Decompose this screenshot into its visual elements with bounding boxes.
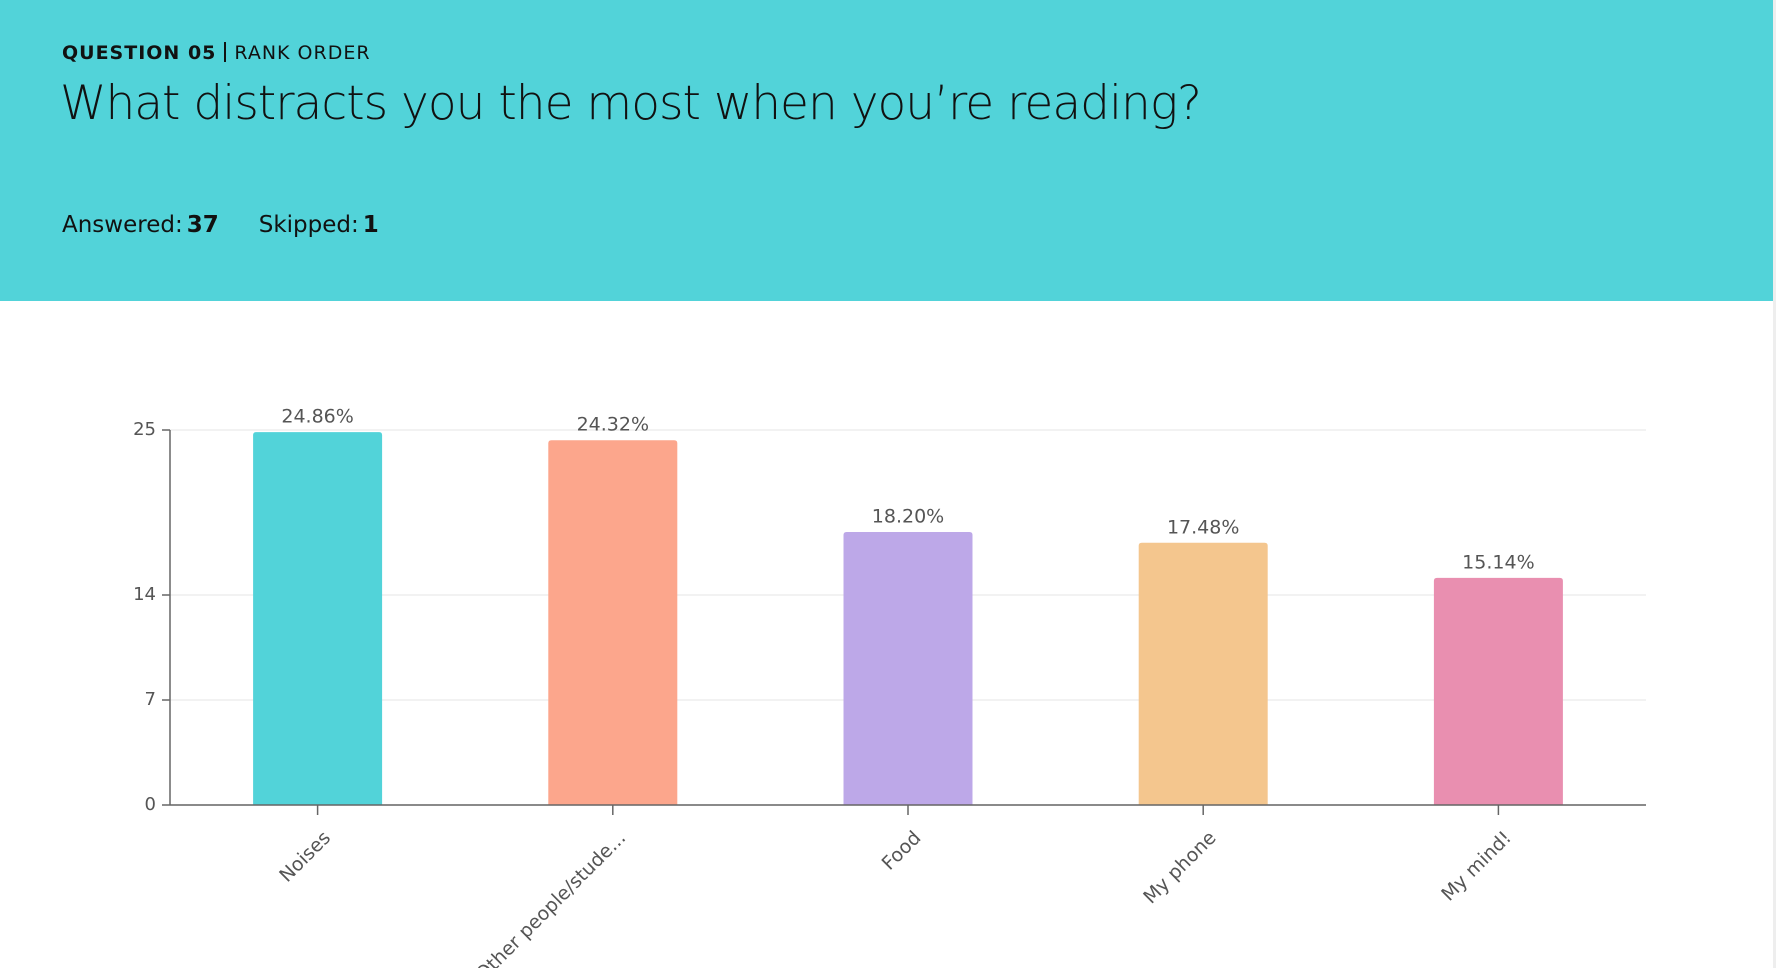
bar bbox=[1138, 542, 1268, 805]
question-header: QUESTION 05 RANK ORDER What distracts you… bbox=[0, 0, 1773, 301]
skipped-label: Skipped: bbox=[258, 212, 359, 238]
chart: 0 7 14 25 24.86% Noises 24.32% Other people/stu… bbox=[133, 406, 1646, 968]
panel-edge bbox=[1773, 0, 1776, 968]
x-tick-label: Other people/stude... bbox=[472, 827, 630, 968]
x-tick-label: Noises bbox=[275, 827, 335, 887]
skipped-count: 1 bbox=[362, 212, 379, 238]
answered-label: Answered: bbox=[62, 212, 183, 238]
bar bbox=[843, 532, 973, 805]
x-tick-label: My mind! bbox=[1437, 827, 1516, 906]
bar bbox=[1433, 577, 1563, 805]
y-tick-label: 14 bbox=[133, 584, 156, 605]
bar bbox=[253, 432, 383, 805]
question-title: What distracts you the most when you’re … bbox=[60, 76, 1202, 131]
y-tick-label: 25 bbox=[133, 419, 156, 440]
y-tick-label: 7 bbox=[145, 689, 156, 710]
answered-count: 37 bbox=[186, 212, 219, 238]
x-tick-label: Food bbox=[878, 827, 926, 875]
response-stats: Answered: 37 Skipped: 1 bbox=[62, 212, 379, 238]
x-tick-label: My phone bbox=[1139, 827, 1220, 908]
value-label: 17.48% bbox=[1167, 516, 1239, 538]
value-label: 24.86% bbox=[281, 406, 353, 428]
value-label: 15.14% bbox=[1462, 551, 1534, 573]
value-label: 18.20% bbox=[872, 506, 944, 528]
value-label: 24.32% bbox=[577, 414, 649, 436]
y-tick-label: 0 bbox=[145, 794, 156, 815]
question-line: QUESTION 05 RANK ORDER bbox=[62, 42, 371, 64]
question-type: RANK ORDER bbox=[234, 42, 371, 64]
separator bbox=[224, 42, 227, 62]
bar bbox=[548, 440, 678, 805]
question-number: QUESTION 05 bbox=[62, 42, 217, 64]
